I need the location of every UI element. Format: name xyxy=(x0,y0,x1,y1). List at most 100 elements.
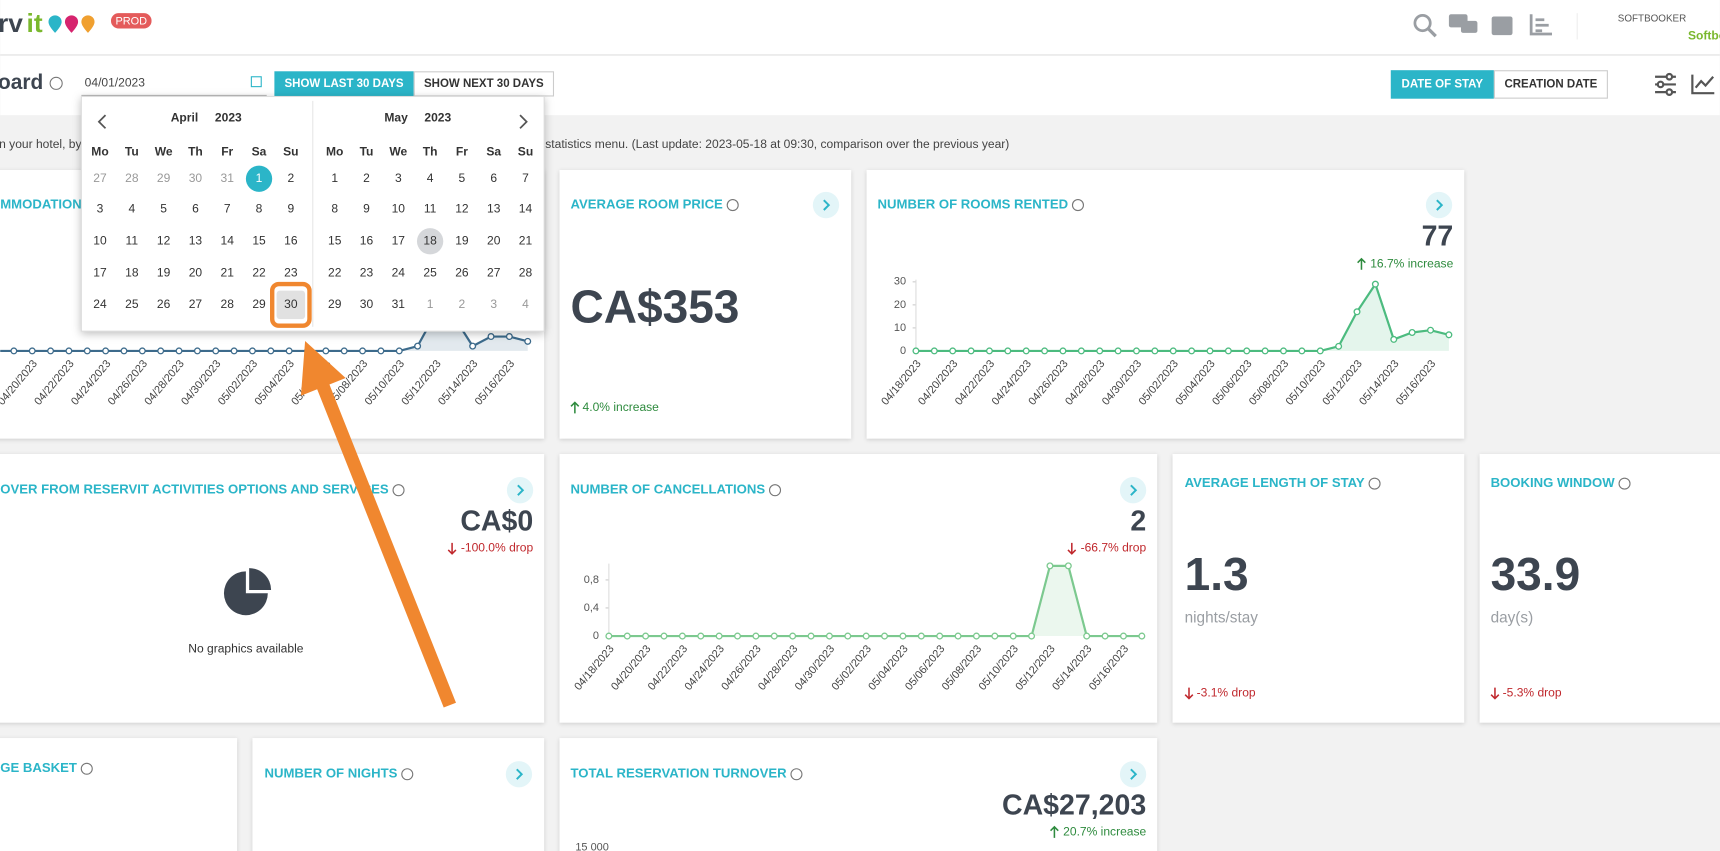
details-arrow[interactable] xyxy=(1130,768,1138,780)
day[interactable]: 27 xyxy=(189,297,203,311)
day[interactable]: 13 xyxy=(487,202,501,216)
day[interactable]: 11 xyxy=(424,202,437,216)
details-button[interactable] xyxy=(1119,477,1147,504)
day[interactable]: 27 xyxy=(93,171,107,185)
details-arrow[interactable] xyxy=(823,199,831,211)
day[interactable]: 10 xyxy=(93,233,107,247)
button-label[interactable]: SHOW NEXT 30 DAYS xyxy=(424,78,544,90)
day[interactable]: 29 xyxy=(252,297,266,311)
day[interactable]: 3 xyxy=(490,297,497,311)
info-icon[interactable] xyxy=(80,762,93,775)
info-icon[interactable] xyxy=(726,199,739,212)
day[interactable]: 18 xyxy=(125,265,139,279)
day[interactable]: 1 xyxy=(331,171,338,185)
day[interactable]: 28 xyxy=(221,297,235,311)
day[interactable]: 10 xyxy=(392,202,406,216)
day[interactable]: 4 xyxy=(128,202,135,216)
day[interactable]: 28 xyxy=(519,265,533,279)
button-label[interactable]: CREATION DATE xyxy=(1504,78,1597,90)
details-button[interactable] xyxy=(505,761,533,788)
day[interactable]: 1 xyxy=(427,297,434,311)
day[interactable]: 20 xyxy=(189,265,203,279)
prev-month[interactable] xyxy=(97,114,107,129)
day[interactable]: 4 xyxy=(427,171,434,185)
day[interactable]: 17 xyxy=(93,265,107,279)
day[interactable]: 3 xyxy=(395,171,402,185)
info-icon[interactable] xyxy=(1368,477,1381,490)
button-label[interactable]: SHOW LAST 30 DAYS xyxy=(284,78,403,90)
day[interactable]: 2 xyxy=(459,297,466,311)
details-arrow[interactable] xyxy=(1436,199,1444,211)
button[interactable] xyxy=(413,71,555,97)
info-icon[interactable] xyxy=(401,768,414,781)
day[interactable]: 25 xyxy=(125,297,139,311)
day[interactable]: 19 xyxy=(157,265,171,279)
day[interactable]: 26 xyxy=(455,265,469,279)
day[interactable]: 5 xyxy=(459,171,466,185)
day[interactable]: 16 xyxy=(360,233,374,247)
day[interactable]: 8 xyxy=(331,202,338,216)
button-label[interactable]: DATE OF STAY xyxy=(1402,78,1484,90)
details-button[interactable] xyxy=(1119,761,1147,788)
day[interactable]: 31 xyxy=(392,297,406,311)
day[interactable]: 24 xyxy=(392,265,406,279)
day[interactable]: 18 xyxy=(423,233,437,247)
toolbar-icons[interactable] xyxy=(1655,72,1715,96)
day[interactable]: 4 xyxy=(522,297,529,311)
day[interactable]: 14 xyxy=(519,202,533,216)
header-icons[interactable] xyxy=(1413,13,1552,38)
day[interactable]: 27 xyxy=(487,265,501,279)
day[interactable]: 6 xyxy=(490,171,497,185)
day[interactable]: 17 xyxy=(392,233,406,247)
day[interactable]: 15 xyxy=(328,233,342,247)
button[interactable] xyxy=(1493,70,1608,99)
day[interactable]: 16 xyxy=(284,233,298,247)
day[interactable]: 5 xyxy=(160,202,167,216)
details-arrow[interactable] xyxy=(516,768,524,780)
details-button[interactable] xyxy=(812,191,840,219)
info-icon[interactable] xyxy=(392,484,405,497)
day[interactable]: 13 xyxy=(189,233,203,247)
day[interactable]: 9 xyxy=(287,202,294,216)
day[interactable]: 25 xyxy=(423,265,437,279)
day[interactable]: 26 xyxy=(157,297,171,311)
day[interactable]: 30 xyxy=(360,297,374,311)
day[interactable]: 12 xyxy=(157,233,171,247)
details-arrow[interactable] xyxy=(517,484,525,496)
day[interactable]: 3 xyxy=(97,202,104,216)
info-icon[interactable] xyxy=(768,484,782,497)
day[interactable]: 23 xyxy=(284,265,298,279)
day[interactable]: 21 xyxy=(519,233,533,247)
day[interactable]: 7 xyxy=(224,202,231,216)
day[interactable]: 23 xyxy=(360,265,374,279)
day[interactable]: 2 xyxy=(363,171,370,185)
day[interactable]: 21 xyxy=(221,265,235,279)
day[interactable]: 29 xyxy=(328,297,342,311)
day[interactable]: 12 xyxy=(455,202,469,216)
day[interactable]: 1 xyxy=(256,171,263,185)
day[interactable]: 22 xyxy=(328,265,342,279)
next-month[interactable] xyxy=(519,114,528,129)
details-button[interactable] xyxy=(506,477,534,504)
day[interactable]: 29 xyxy=(157,171,171,185)
details-arrow[interactable] xyxy=(1130,484,1138,496)
day[interactable]: 30 xyxy=(284,297,298,311)
day[interactable]: 7 xyxy=(522,171,529,185)
button[interactable] xyxy=(274,71,414,97)
day[interactable]: 11 xyxy=(126,233,139,247)
info-icon[interactable] xyxy=(1071,199,1084,212)
day[interactable]: 8 xyxy=(256,202,263,216)
info-icon[interactable] xyxy=(49,76,63,90)
day[interactable]: 9 xyxy=(363,202,370,216)
day[interactable]: 14 xyxy=(221,233,235,247)
date-input[interactable]: 04/01/2023 xyxy=(85,76,146,90)
details-button[interactable] xyxy=(1425,191,1453,219)
day[interactable]: 2 xyxy=(287,171,294,185)
day[interactable]: 30 xyxy=(189,171,203,185)
day[interactable]: 24 xyxy=(93,297,107,311)
info-icon[interactable] xyxy=(1618,477,1631,490)
calendar-icon[interactable] xyxy=(250,76,262,88)
day[interactable]: 15 xyxy=(252,233,266,247)
day[interactable]: 31 xyxy=(221,171,235,185)
day[interactable]: 22 xyxy=(252,265,266,279)
